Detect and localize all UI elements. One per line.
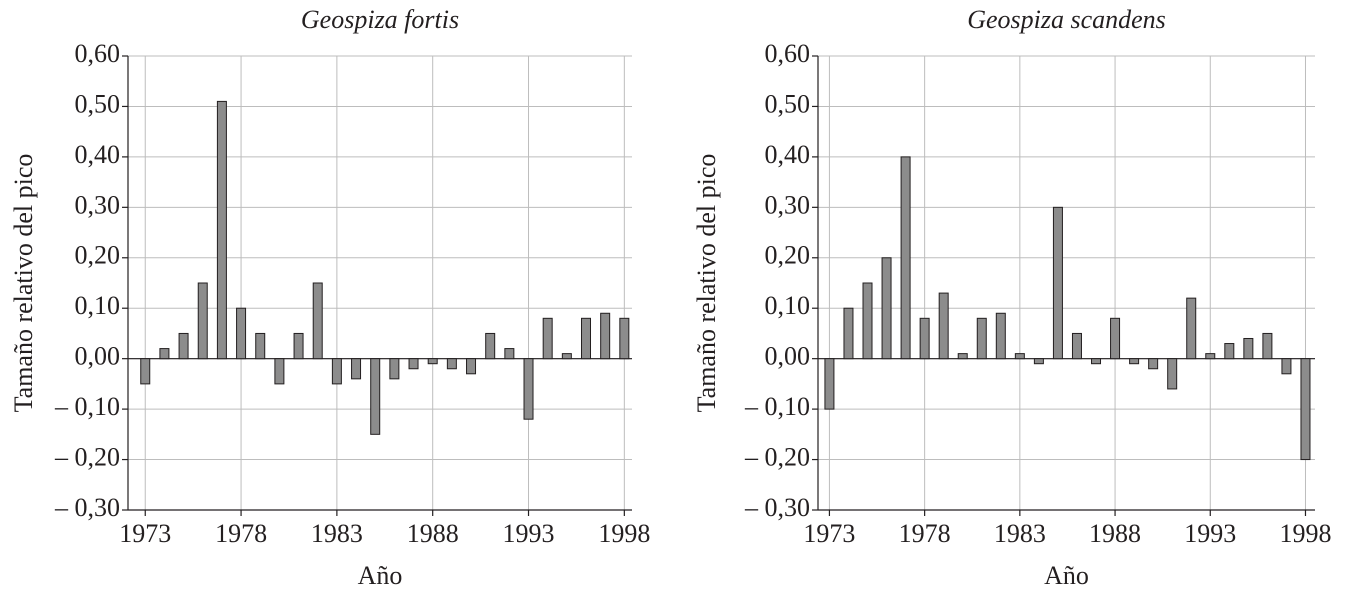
bar bbox=[542, 317, 553, 360]
bar bbox=[1262, 332, 1273, 360]
bar bbox=[1148, 358, 1159, 370]
bar bbox=[1033, 358, 1044, 365]
bar bbox=[140, 358, 151, 385]
bar bbox=[1091, 358, 1102, 365]
x-tick-label: 1983 bbox=[311, 519, 363, 548]
bar bbox=[197, 282, 208, 360]
bar bbox=[957, 353, 968, 360]
y-tick-label: 0,30 bbox=[75, 190, 121, 219]
y-tick-label: 0,60 bbox=[75, 39, 121, 68]
x-tick-label: 1993 bbox=[1184, 519, 1236, 548]
x-tick-label: 1978 bbox=[215, 519, 267, 548]
bar bbox=[408, 358, 419, 370]
y-tick-label: 0,60 bbox=[765, 39, 811, 68]
y-axis-label: Tamaño relativo del pico bbox=[9, 154, 38, 413]
x-tick-label: 1973 bbox=[119, 519, 171, 548]
bar bbox=[1205, 353, 1216, 360]
y-tick-label: 0,50 bbox=[75, 89, 121, 118]
bar bbox=[900, 156, 911, 360]
y-tick-label: 0,50 bbox=[765, 89, 811, 118]
bar bbox=[862, 282, 873, 360]
y-tick-label: 0,20 bbox=[75, 241, 121, 270]
bar bbox=[236, 307, 247, 360]
bar bbox=[274, 358, 285, 385]
chart-title: Geospiza scandens bbox=[967, 5, 1166, 34]
bar bbox=[1052, 206, 1063, 360]
bar bbox=[485, 332, 496, 360]
bar bbox=[504, 348, 515, 360]
bar bbox=[1014, 353, 1025, 360]
y-tick-label: – 0,30 bbox=[54, 493, 120, 522]
bar bbox=[331, 358, 342, 385]
bar bbox=[1224, 343, 1235, 360]
bar bbox=[881, 257, 892, 360]
bar bbox=[466, 358, 477, 375]
y-tick-label: 0,10 bbox=[75, 291, 121, 320]
bar bbox=[561, 353, 572, 360]
bar bbox=[351, 358, 362, 380]
bar bbox=[293, 332, 304, 360]
x-tick-label: 1973 bbox=[803, 519, 855, 548]
bar bbox=[1129, 358, 1140, 365]
bar bbox=[600, 312, 611, 360]
bar bbox=[995, 312, 1006, 360]
y-tick-label: 0,40 bbox=[75, 140, 121, 169]
bar bbox=[619, 317, 630, 360]
x-axis-label: Año bbox=[358, 561, 403, 590]
x-tick-label: 1998 bbox=[1279, 519, 1331, 548]
bar bbox=[389, 358, 400, 380]
x-axis-label: Año bbox=[1044, 561, 1089, 590]
x-tick-label: 1988 bbox=[407, 519, 459, 548]
y-tick-label: – 0,10 bbox=[744, 392, 810, 421]
x-tick-label: 1983 bbox=[994, 519, 1046, 548]
y-tick-label: 0,30 bbox=[765, 190, 811, 219]
bar bbox=[312, 282, 323, 360]
x-tick-label: 1978 bbox=[899, 519, 951, 548]
bar bbox=[1186, 297, 1197, 360]
bar bbox=[843, 307, 854, 360]
bar bbox=[159, 348, 170, 360]
bar bbox=[446, 358, 457, 370]
bar bbox=[1071, 332, 1082, 360]
x-tick-label: 1988 bbox=[1089, 519, 1141, 548]
y-tick-label: 0,40 bbox=[765, 140, 811, 169]
y-tick-label: 0,10 bbox=[765, 291, 811, 320]
y-tick-label: 0,20 bbox=[765, 241, 811, 270]
bar bbox=[938, 292, 949, 360]
bar bbox=[1167, 358, 1178, 390]
bar bbox=[523, 358, 534, 420]
bar bbox=[216, 100, 227, 360]
y-tick-label: – 0,20 bbox=[54, 443, 120, 472]
chart-title: Geospiza fortis bbox=[301, 5, 459, 34]
y-tick-label: – 0,10 bbox=[54, 392, 120, 421]
y-axis-label: Tamaño relativo del pico bbox=[692, 154, 721, 413]
bar bbox=[1243, 337, 1254, 360]
bar bbox=[1281, 358, 1292, 375]
bar bbox=[255, 332, 266, 360]
bar bbox=[976, 317, 987, 360]
bar bbox=[427, 358, 438, 365]
bar bbox=[1300, 358, 1311, 461]
y-tick-label: 0,00 bbox=[765, 342, 811, 371]
bar bbox=[824, 358, 835, 410]
bar bbox=[370, 358, 381, 435]
y-tick-label: – 0,30 bbox=[744, 493, 810, 522]
y-tick-label: – 0,20 bbox=[744, 443, 810, 472]
bar bbox=[178, 332, 189, 360]
bar bbox=[581, 317, 592, 360]
bar bbox=[1110, 317, 1121, 360]
y-tick-label: 0,00 bbox=[75, 342, 121, 371]
bar bbox=[919, 317, 930, 360]
x-tick-label: 1998 bbox=[598, 519, 650, 548]
x-tick-label: 1993 bbox=[503, 519, 555, 548]
